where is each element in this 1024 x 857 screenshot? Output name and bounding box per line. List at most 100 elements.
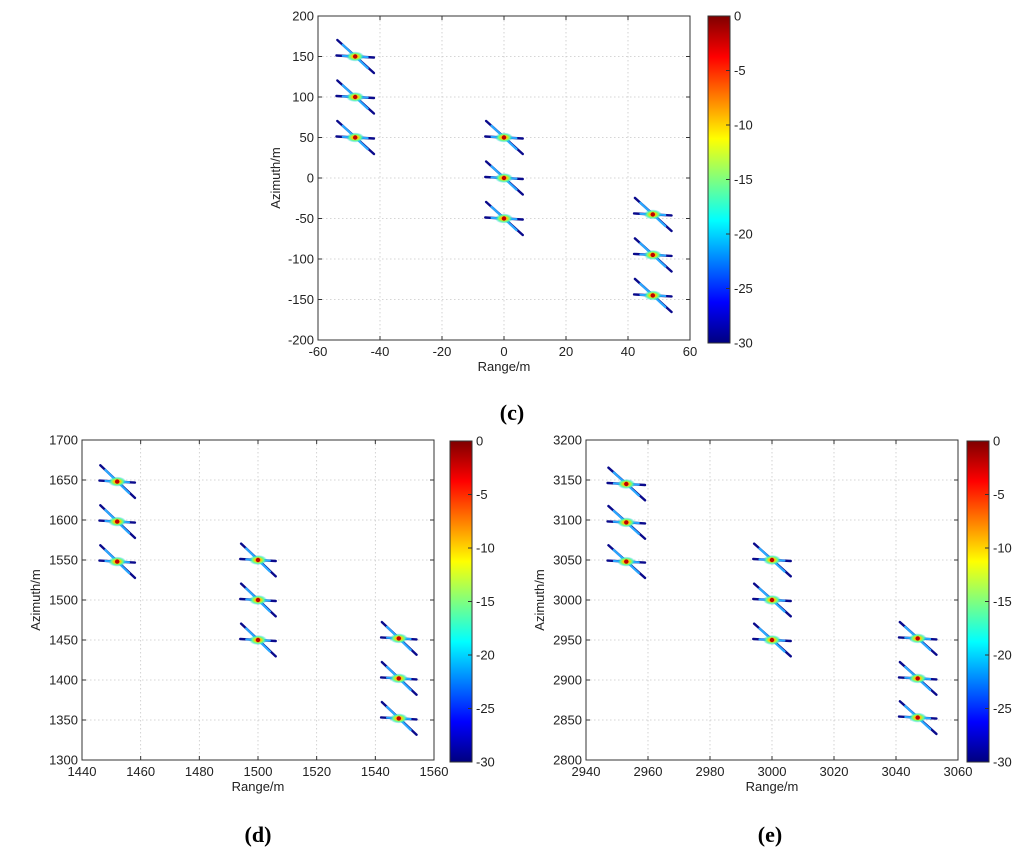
target-point — [98, 464, 137, 500]
colorbar: 0 -5 -10 -15 -20 -25 -30 — [707, 9, 753, 351]
y-tick-label: 1300 — [49, 753, 78, 768]
x-tick-label: 0 — [500, 344, 507, 359]
target-point — [335, 119, 376, 156]
target-peak-core — [353, 54, 358, 59]
colorbar-tick-label: -20 — [476, 648, 495, 663]
target-peak-core — [624, 559, 629, 564]
x-tick-label: 2960 — [634, 764, 663, 779]
target-point — [239, 622, 277, 658]
x-tick-label: 3040 — [882, 764, 911, 779]
colorbar-tick-label: -15 — [734, 172, 753, 187]
target-peak-core — [115, 519, 120, 524]
x-axis-label: Range/m — [478, 359, 531, 374]
x-tick-label: 2980 — [696, 764, 725, 779]
x-tick-label: 1500 — [244, 764, 273, 779]
colorbar-tick-label: 0 — [993, 434, 1000, 449]
target-peak-core — [501, 216, 507, 221]
colorbar-tick-label: -5 — [734, 63, 746, 78]
y-tick-label: 1350 — [49, 713, 78, 728]
y-tick-label: 1450 — [49, 633, 78, 648]
target-point — [752, 542, 792, 578]
target-point — [752, 622, 792, 658]
target-point — [239, 542, 277, 578]
target-peak-core — [650, 293, 655, 298]
colorbar-tick-label: -10 — [993, 541, 1012, 556]
y-tick-label: 3150 — [553, 473, 582, 488]
colorbar-tick-label: -30 — [476, 755, 495, 770]
colorbar-tick-label: -30 — [993, 755, 1012, 770]
colorbar-tick-label: -25 — [476, 701, 495, 716]
y-tick-label: 2850 — [553, 713, 582, 728]
x-tick-label: 20 — [559, 344, 573, 359]
y-tick-label: 3200 — [553, 433, 582, 448]
target-point — [484, 200, 524, 237]
y-axis-label: Azimuth/m — [532, 569, 547, 630]
target-peak-core — [501, 135, 507, 140]
target-peak-core — [396, 676, 401, 681]
panel-label-e: (e) — [758, 822, 782, 847]
colorbar-tick-label: -15 — [993, 594, 1012, 609]
x-tick-label: 3000 — [758, 764, 787, 779]
y-tick-label: 1600 — [49, 513, 78, 528]
colorbar-tick-label: 0 — [476, 434, 483, 449]
x-tick-label: 1560 — [420, 764, 449, 779]
colorbar-tick-label: -20 — [734, 227, 753, 242]
colorbar: 0 -5 -10 -15 -20 -25 -30 — [449, 434, 495, 770]
x-tick-label: 40 — [621, 344, 635, 359]
x-tick-label: 1460 — [126, 764, 155, 779]
x-axis-label: Range/m — [232, 779, 285, 794]
target-peak-core — [255, 637, 261, 643]
panel-c: -60 -40 -20 0 20 40 60-200-150-100-50050100150… — [268, 9, 753, 426]
y-tick-label: 3000 — [553, 593, 582, 608]
y-tick-label: 2800 — [553, 753, 582, 768]
y-tick-label: -50 — [295, 211, 314, 226]
target-point — [632, 196, 673, 233]
y-tick-label: 2950 — [553, 633, 582, 648]
target-point — [606, 504, 647, 540]
panel-label-d: (d) — [245, 822, 272, 847]
y-tick-label: 1650 — [49, 473, 78, 488]
y-tick-label: 200 — [292, 9, 314, 24]
y-tick-label: 1400 — [49, 673, 78, 688]
panel-e: 2940 2960 2980 3000 3020 3040 3060 2800 2850 2900… — [532, 433, 1012, 848]
target-peak-core — [624, 520, 629, 525]
target-peak-core — [769, 597, 775, 603]
target-point — [484, 160, 524, 196]
target-peak-core — [501, 175, 507, 181]
panel-label-c: (c) — [500, 400, 524, 425]
x-tick-label: 3020 — [820, 764, 849, 779]
x-tick-label: 1440 — [68, 764, 97, 779]
target-peak-core — [915, 676, 920, 681]
colorbar-tick-label: 0 — [734, 9, 741, 24]
colorbar-tick-label: -25 — [734, 281, 753, 296]
target-point — [484, 119, 524, 156]
target-point — [632, 277, 673, 314]
target-point — [897, 620, 938, 656]
x-tick-label: 3060 — [944, 764, 973, 779]
target-point — [379, 700, 418, 736]
target-point — [335, 38, 376, 75]
y-tick-label: 1550 — [49, 553, 78, 568]
target-peak-core — [769, 637, 775, 643]
colorbar-tick-label: -25 — [993, 701, 1012, 716]
colorbar-tick-label: -10 — [734, 118, 753, 133]
target-point — [606, 544, 647, 580]
target-point — [379, 660, 418, 696]
target-peak-core — [650, 252, 655, 258]
target-peak-core — [624, 481, 629, 487]
y-tick-label: -100 — [288, 252, 314, 267]
target-peak-core — [396, 636, 401, 641]
y-tick-label: -200 — [288, 333, 314, 348]
target-peak-core — [915, 636, 920, 641]
y-tick-label: 3050 — [553, 553, 582, 568]
target-peak-core — [353, 135, 358, 140]
y-tick-label: 1700 — [49, 433, 78, 448]
colorbar: 0 -5 -10 -15 -20 -25 -30 — [966, 434, 1012, 770]
target-peak-core — [115, 559, 120, 564]
target-point — [98, 544, 137, 580]
colorbar-tick-label: -30 — [734, 336, 753, 351]
x-tick-label: 1520 — [302, 764, 331, 779]
x-tick-label: -60 — [309, 344, 328, 359]
colorbar-tick-label: -15 — [476, 594, 495, 609]
